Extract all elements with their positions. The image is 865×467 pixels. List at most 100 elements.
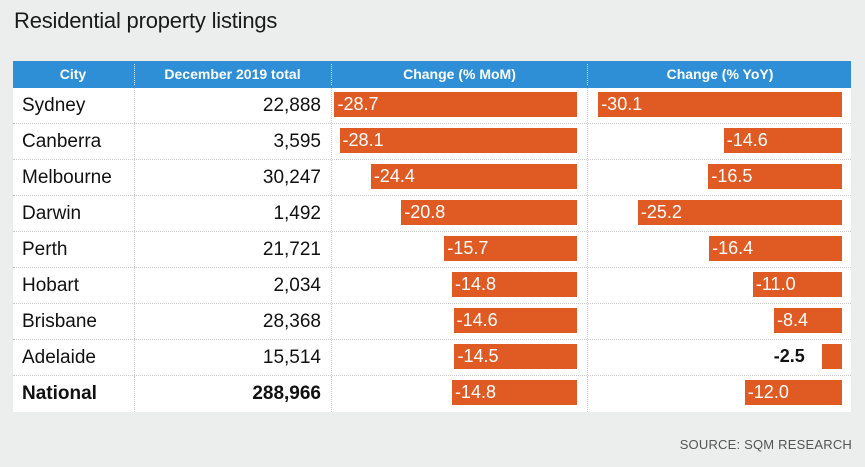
yoy-label: -11.0	[755, 274, 796, 294]
header-divider	[331, 64, 332, 85]
mom-label: -14.5	[457, 346, 499, 366]
total-cell: 288,966	[252, 383, 321, 404]
mom-label: -14.6	[456, 310, 498, 330]
mom-bar	[401, 200, 577, 225]
column-divider	[331, 304, 332, 339]
column-divider	[134, 196, 135, 231]
yoy-label: -8.4	[776, 310, 808, 330]
city-cell: Darwin	[22, 203, 82, 224]
total-cell: 30,247	[262, 167, 321, 188]
yoy-label: -12.0	[747, 382, 789, 402]
column-divider	[587, 232, 588, 267]
yoy-bar	[773, 308, 842, 333]
column-divider	[587, 88, 588, 123]
yoy-bar	[744, 380, 842, 405]
column-divider	[134, 160, 135, 195]
table-row: Adelaide 15,514 -14.5 -2.5	[13, 340, 851, 376]
column-divider	[134, 376, 135, 412]
column-divider	[587, 268, 588, 303]
table-row: National 288,966 -14.8 -12.0	[13, 376, 851, 412]
table-row: Melbourne 30,247 -24.4 -16.5	[13, 160, 851, 196]
mom-bar	[451, 380, 577, 405]
mom-label: -28.7	[337, 94, 379, 114]
mom-bar	[339, 128, 577, 153]
mom-label: -14.8	[454, 382, 496, 402]
mom-bar	[454, 344, 577, 369]
mom-bar	[334, 92, 577, 117]
total-cell: 22,888	[262, 95, 321, 116]
yoy-label: -16.5	[711, 166, 753, 186]
column-divider	[331, 268, 332, 303]
yoy-label: -2.5	[773, 346, 805, 366]
column-divider	[134, 88, 135, 123]
header-divider	[134, 64, 135, 85]
column-divider	[331, 160, 332, 195]
column-divider	[134, 340, 135, 375]
mom-label: -14.8	[454, 274, 496, 294]
mom-label: -24.4	[373, 166, 415, 186]
table-row: Sydney 22,888 -28.7 -30.1	[13, 88, 851, 124]
column-divider	[331, 124, 332, 159]
yoy-bar	[598, 92, 842, 117]
yoy-bar	[708, 164, 842, 189]
table-row: Perth 21,721 -15.7 -16.4	[13, 232, 851, 268]
total-cell: 3,595	[273, 131, 321, 152]
city-cell: Sydney	[22, 95, 86, 116]
chart-title: Residential property listings	[14, 8, 278, 33]
yoy-bar	[723, 128, 842, 153]
city-cell: Hobart	[22, 275, 80, 296]
column-divider	[331, 196, 332, 231]
city-cell: Canberra	[22, 131, 102, 152]
column-divider	[587, 340, 588, 375]
column-divider	[331, 232, 332, 267]
column-divider	[331, 376, 332, 412]
column-divider	[134, 304, 135, 339]
header-yoy: Change (% YoY)	[666, 66, 774, 82]
column-divider	[331, 88, 332, 123]
yoy-bar	[709, 236, 842, 261]
city-cell: Perth	[22, 239, 68, 260]
city-cell: Adelaide	[22, 347, 96, 368]
yoy-label: -14.6	[726, 130, 768, 150]
header-mom: Change (% MoM)	[403, 66, 516, 82]
table-row: Brisbane 28,368 -14.6 -8.4	[13, 304, 851, 340]
table-row: Canberra 3,595 -28.1 -14.6	[13, 124, 851, 160]
mom-bar	[370, 164, 577, 189]
column-divider	[134, 232, 135, 267]
table-row: Hobart 2,034 -14.8 -11.0	[13, 268, 851, 304]
mom-label: -28.1	[342, 130, 384, 150]
yoy-bar	[637, 200, 842, 225]
total-cell: 21,721	[262, 239, 321, 260]
yoy-bar	[821, 344, 842, 369]
total-cell: 1,492	[273, 203, 321, 224]
mom-label: -20.8	[404, 202, 446, 222]
total-cell: 2,034	[273, 275, 321, 296]
yoy-label: -16.4	[712, 238, 754, 258]
column-divider	[587, 160, 588, 195]
total-cell: 15,514	[262, 347, 321, 368]
city-cell: National	[22, 383, 97, 404]
mom-label: -15.7	[447, 238, 489, 258]
column-divider	[134, 124, 135, 159]
column-divider	[587, 124, 588, 159]
table-header: City December 2019 total Change (% MoM) …	[13, 61, 851, 88]
column-divider	[587, 304, 588, 339]
column-divider	[587, 376, 588, 412]
total-cell: 28,368	[262, 311, 321, 332]
mom-bar	[444, 236, 577, 261]
city-cell: Brisbane	[22, 311, 97, 332]
header-divider	[587, 64, 588, 85]
listings-table: City December 2019 total Change (% MoM) …	[13, 61, 851, 412]
city-cell: Melbourne	[22, 167, 112, 188]
mom-bar	[453, 308, 577, 333]
yoy-bar	[752, 272, 842, 297]
yoy-label: -25.2	[640, 202, 682, 222]
source-note: SOURCE: SQM RESEARCH	[679, 437, 852, 452]
yoy-label: -30.1	[601, 94, 643, 114]
header-city: City	[59, 66, 87, 82]
header-total: December 2019 total	[164, 66, 301, 82]
column-divider	[587, 196, 588, 231]
table-body: Sydney 22,888 -28.7 -30.1 Canberra 3,595 -28.1…	[13, 88, 851, 412]
mom-bar	[451, 272, 577, 297]
column-divider	[331, 340, 332, 375]
